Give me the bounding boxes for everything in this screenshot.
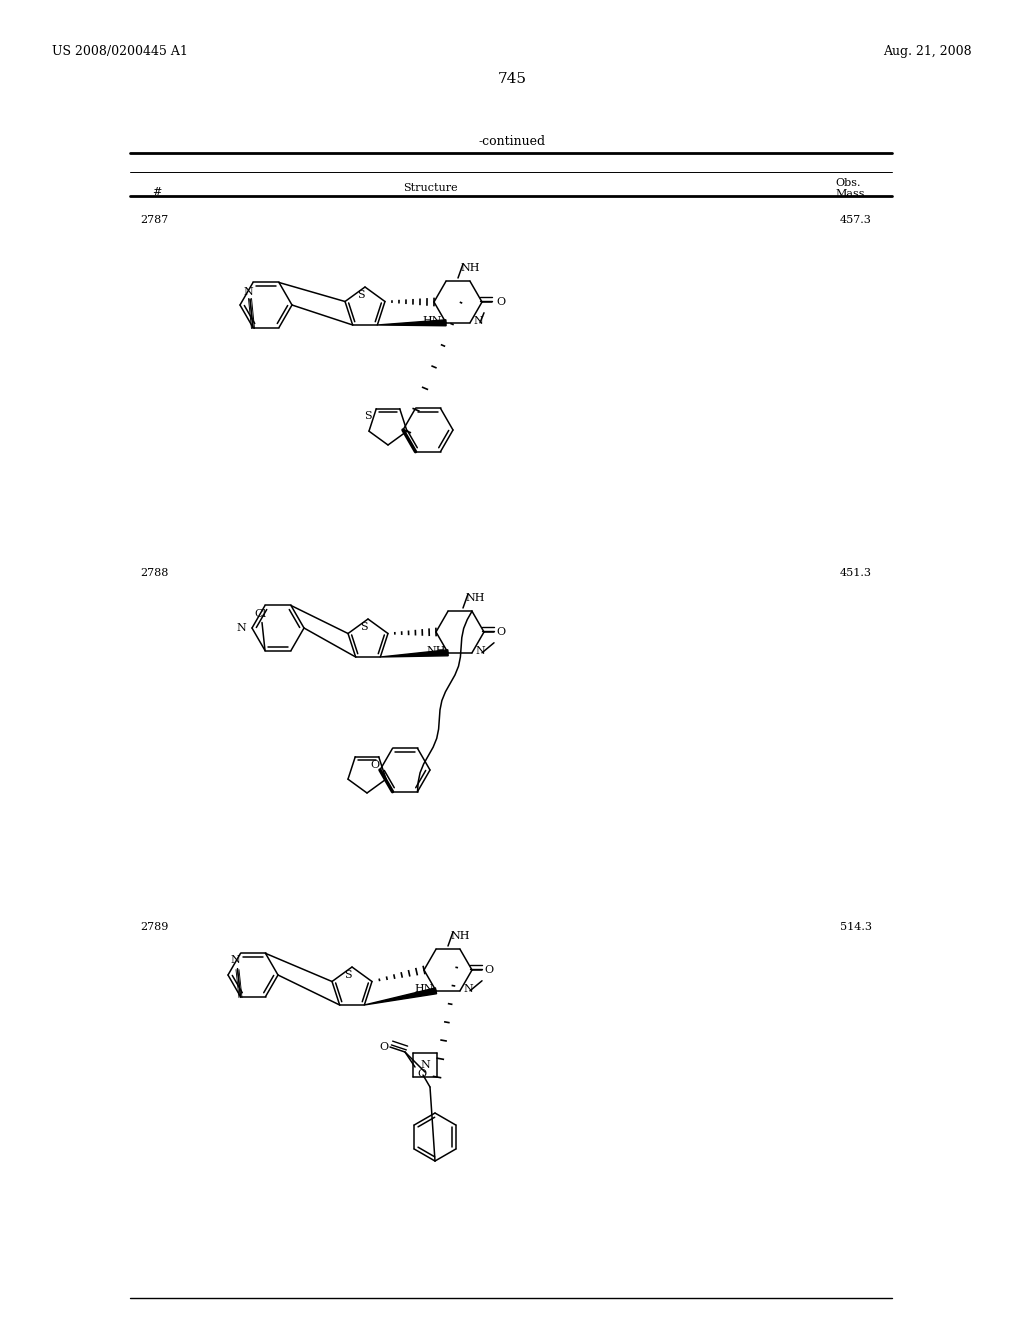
Text: NH: NH [427, 645, 446, 656]
Text: N: N [420, 1060, 430, 1071]
Polygon shape [377, 319, 446, 326]
Text: 2787: 2787 [140, 215, 168, 224]
Text: NH: NH [450, 931, 469, 941]
Text: O: O [379, 1041, 388, 1052]
Text: O: O [496, 627, 505, 638]
Text: Mass: Mass [835, 189, 864, 199]
Text: O: O [371, 760, 379, 770]
Text: 2788: 2788 [140, 568, 168, 578]
Text: O: O [496, 297, 505, 308]
Text: NH: NH [460, 263, 479, 273]
Text: O: O [417, 1069, 426, 1078]
Polygon shape [380, 649, 449, 657]
Text: N: N [237, 623, 246, 634]
Text: N: N [463, 983, 473, 994]
Text: S: S [357, 290, 365, 300]
Text: 457.3: 457.3 [840, 215, 871, 224]
Text: HN: HN [415, 983, 434, 994]
Text: HN: HN [423, 315, 442, 326]
Text: N: N [230, 954, 241, 965]
Text: -continued: -continued [478, 135, 546, 148]
Text: Obs.: Obs. [835, 178, 860, 187]
Text: #: # [152, 187, 162, 197]
Text: 745: 745 [498, 73, 526, 86]
Text: 2789: 2789 [140, 921, 168, 932]
Text: N: N [475, 645, 484, 656]
Text: O: O [484, 965, 494, 975]
Text: Structure: Structure [402, 183, 458, 193]
Text: N: N [473, 315, 482, 326]
Text: Aug. 21, 2008: Aug. 21, 2008 [884, 45, 972, 58]
Text: N: N [243, 286, 253, 297]
Text: S: S [344, 970, 352, 979]
Text: S: S [365, 411, 372, 421]
Text: NH: NH [465, 593, 484, 603]
Text: 451.3: 451.3 [840, 568, 872, 578]
Text: Cl: Cl [254, 609, 266, 619]
Text: S: S [360, 622, 368, 632]
Text: US 2008/0200445 A1: US 2008/0200445 A1 [52, 45, 187, 58]
Polygon shape [365, 987, 436, 1005]
Text: 514.3: 514.3 [840, 921, 872, 932]
